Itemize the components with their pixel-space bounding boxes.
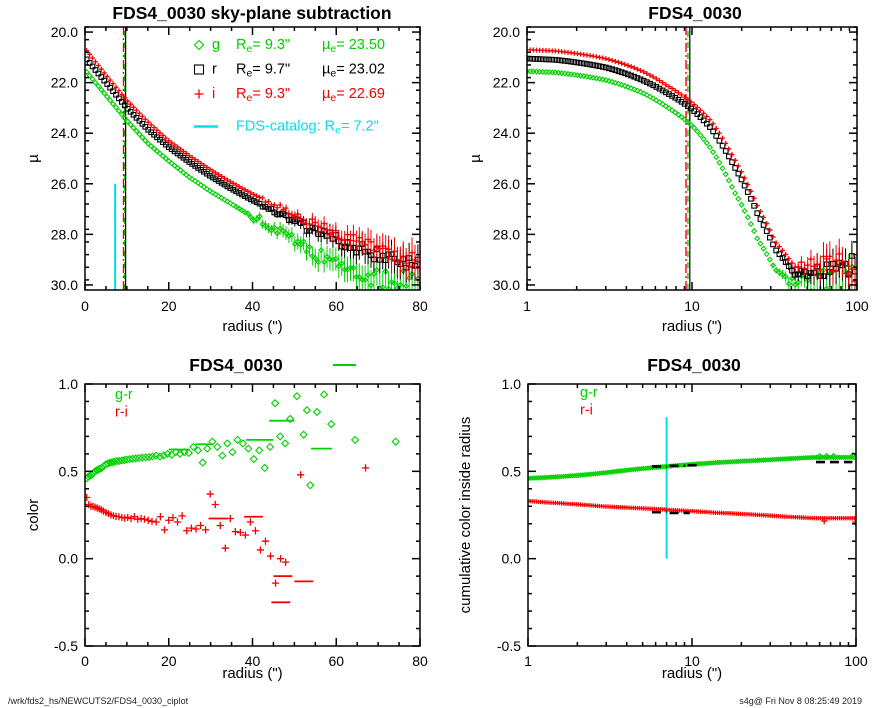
panel-bl-title: FDS4_0030: [189, 355, 283, 375]
panel-tl-xlabel: radius ("): [222, 318, 282, 335]
legend-re-g: Re= 9.3": [236, 37, 290, 55]
svg-text:-0.5: -0.5: [497, 638, 521, 654]
svg-text:0: 0: [81, 653, 89, 669]
panel-tr-title: FDS4_0030: [648, 3, 742, 23]
svg-text:40: 40: [245, 298, 261, 314]
legend: g Re= 9.3" µe= 23.50 r Re= 9.7" µe= 23.02 i Re=…: [193, 37, 385, 137]
inset-label-r-i: r-i: [580, 403, 593, 419]
panel-br-ylabel: cumulative color inside radius: [457, 417, 474, 614]
panel-br-data: [528, 451, 856, 526]
series-g: [85, 68, 420, 290]
svg-text:22.0: 22.0: [51, 75, 78, 91]
svg-text:20: 20: [161, 653, 177, 669]
panel-bl-xlabel: radius ("): [222, 665, 282, 682]
panel-tr-ylabel: µ: [467, 154, 484, 163]
legend-re-i: Re= 9.3": [236, 86, 290, 104]
svg-text:60: 60: [328, 653, 344, 669]
svg-text:1: 1: [523, 298, 531, 314]
svg-text:30.0: 30.0: [51, 277, 78, 293]
svg-text:100: 100: [845, 298, 869, 314]
series-g-r: [85, 390, 400, 490]
svg-text:100: 100: [844, 653, 868, 669]
svg-text:22.0: 22.0: [493, 75, 520, 91]
panel-tl: FDS4_0030 sky-plane subtraction radius ("…: [25, 3, 428, 335]
panel-bl-tick-labels: 0 20 40 60 80 -0.5 0.0 0.5 1.0: [54, 376, 428, 669]
svg-text:30.0: 30.0: [493, 277, 520, 293]
segments-green: [168, 419, 333, 451]
inset-label-r-i: r-i: [115, 405, 128, 421]
panel-tr-data: [527, 47, 857, 290]
svg-text:0.5: 0.5: [59, 463, 79, 479]
svg-text:24.0: 24.0: [51, 125, 78, 141]
panel-tl-tick-labels: 0 20 40 60 80 20.0 22.0 24.0 26.0 28.0 30.0: [51, 24, 428, 314]
legend-re-r: Re= 9.7": [236, 62, 290, 80]
svg-text:20.0: 20.0: [493, 24, 520, 40]
legend-mue-i: µe= 22.69: [322, 86, 385, 104]
panel-br-tick-labels: 1 10 100 -0.5 0.0 0.5 1.0: [497, 376, 868, 669]
svg-text:28.0: 28.0: [493, 226, 520, 242]
panel-tr-xlabel: radius ("): [662, 318, 722, 335]
svg-text:20: 20: [161, 298, 177, 314]
svg-text:0: 0: [81, 298, 89, 314]
legend-mue-r: µe= 23.02: [322, 62, 385, 80]
svg-text:80: 80: [412, 653, 428, 669]
series-r-i: [528, 498, 856, 526]
panel-tl-data: [85, 48, 420, 290]
panel-tr-axes: [526, 26, 858, 291]
panel-bl-data: [85, 390, 400, 604]
svg-text:24.0: 24.0: [493, 125, 520, 141]
footer-path: /wrk/fds2_hs/NEWCUTS2/FDS4_0030_ciplot: [8, 696, 189, 706]
panel-tr-tick-labels: 1 10 100 20.0 22.0 24.0 26.0 28.0 30.0: [493, 24, 869, 314]
panel-br-title: FDS4_0030: [647, 355, 741, 375]
svg-text:1: 1: [524, 653, 532, 669]
series-r: [527, 55, 857, 290]
inset-label-g-r: g-r: [580, 385, 598, 401]
panel-br-axes: [527, 383, 857, 647]
inset-label-g-r: g-r: [115, 387, 133, 403]
svg-text:1.0: 1.0: [502, 376, 522, 392]
svg-text:0.0: 0.0: [502, 551, 522, 567]
legend-band-g: g: [212, 37, 220, 53]
series-i: [85, 48, 420, 284]
svg-text:40: 40: [245, 653, 261, 669]
legend-band-r: r: [212, 62, 217, 78]
svg-text:1.0: 1.0: [59, 376, 79, 392]
svg-text:0.0: 0.0: [59, 551, 79, 567]
series-i: [527, 47, 857, 290]
svg-text:10: 10: [684, 298, 700, 314]
legend-catalog-text: FDS-catalog: Re= 7.2": [236, 119, 379, 137]
panel-tl-title: FDS4_0030 sky-plane subtraction: [112, 3, 391, 23]
svg-text:26.0: 26.0: [493, 176, 520, 192]
panel-bl-axes: [84, 383, 421, 647]
panel-tl-axes: [84, 26, 421, 291]
series-r-i: [85, 464, 370, 587]
svg-text:-0.5: -0.5: [54, 638, 78, 654]
svg-text:20.0: 20.0: [51, 24, 78, 40]
segments-red: [208, 515, 314, 604]
legend-band-i: i: [212, 86, 215, 102]
legend-mue-g: µe= 23.50: [322, 37, 385, 55]
svg-text:0.5: 0.5: [502, 463, 522, 479]
black-dash-segments: [651, 460, 853, 515]
svg-text:80: 80: [412, 298, 428, 314]
footer-user-date: s4g@ Fri Nov 8 08:25:49 2019: [739, 696, 862, 706]
svg-text:60: 60: [328, 298, 344, 314]
panel-br-xlabel: radius ("): [662, 665, 722, 682]
svg-text:26.0: 26.0: [51, 176, 78, 192]
svg-text:28.0: 28.0: [51, 226, 78, 242]
svg-text:10: 10: [684, 653, 700, 669]
panel-bl-ylabel: color: [25, 499, 42, 532]
panel-tl-ylabel: µ: [25, 154, 42, 163]
